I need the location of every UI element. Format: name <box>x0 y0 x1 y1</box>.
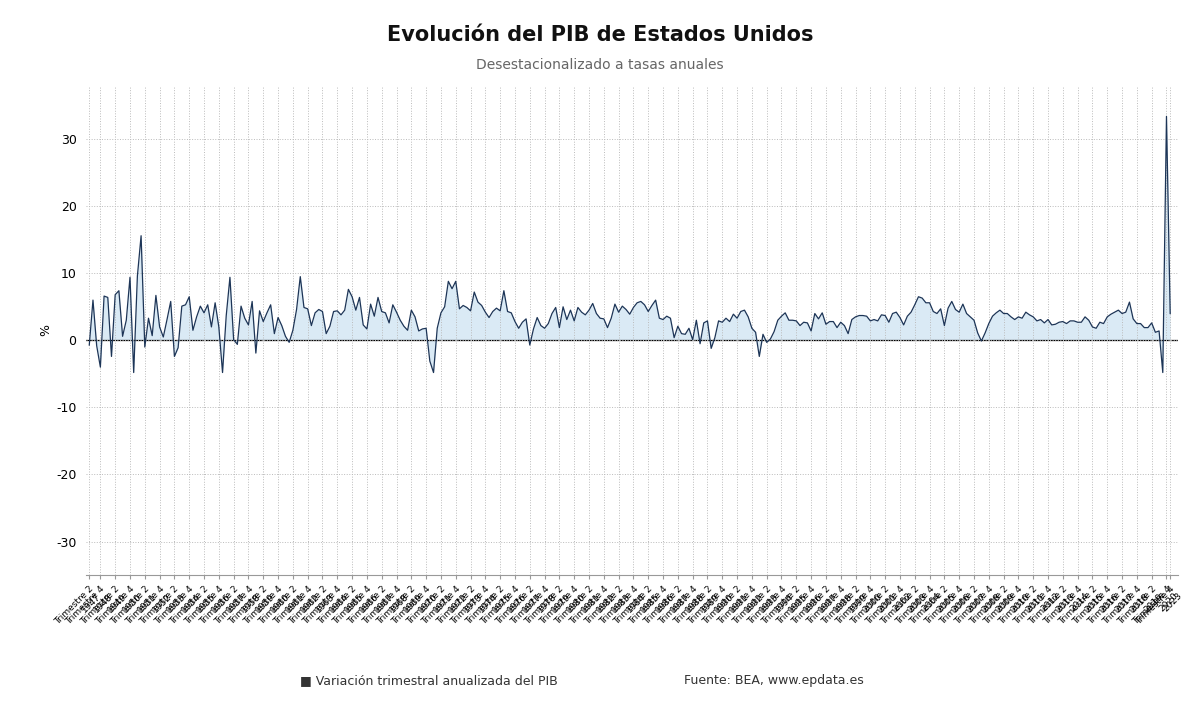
Text: ■ Variación trimestral anualizada del PIB: ■ Variación trimestral anualizada del PI… <box>300 675 558 687</box>
Text: Evolución del PIB de Estados Unidos: Evolución del PIB de Estados Unidos <box>386 25 814 44</box>
Y-axis label: %: % <box>40 324 52 336</box>
Text: Fuente: BEA, www.epdata.es: Fuente: BEA, www.epdata.es <box>684 675 864 687</box>
Text: Desestacionalizado a tasas anuales: Desestacionalizado a tasas anuales <box>476 58 724 72</box>
